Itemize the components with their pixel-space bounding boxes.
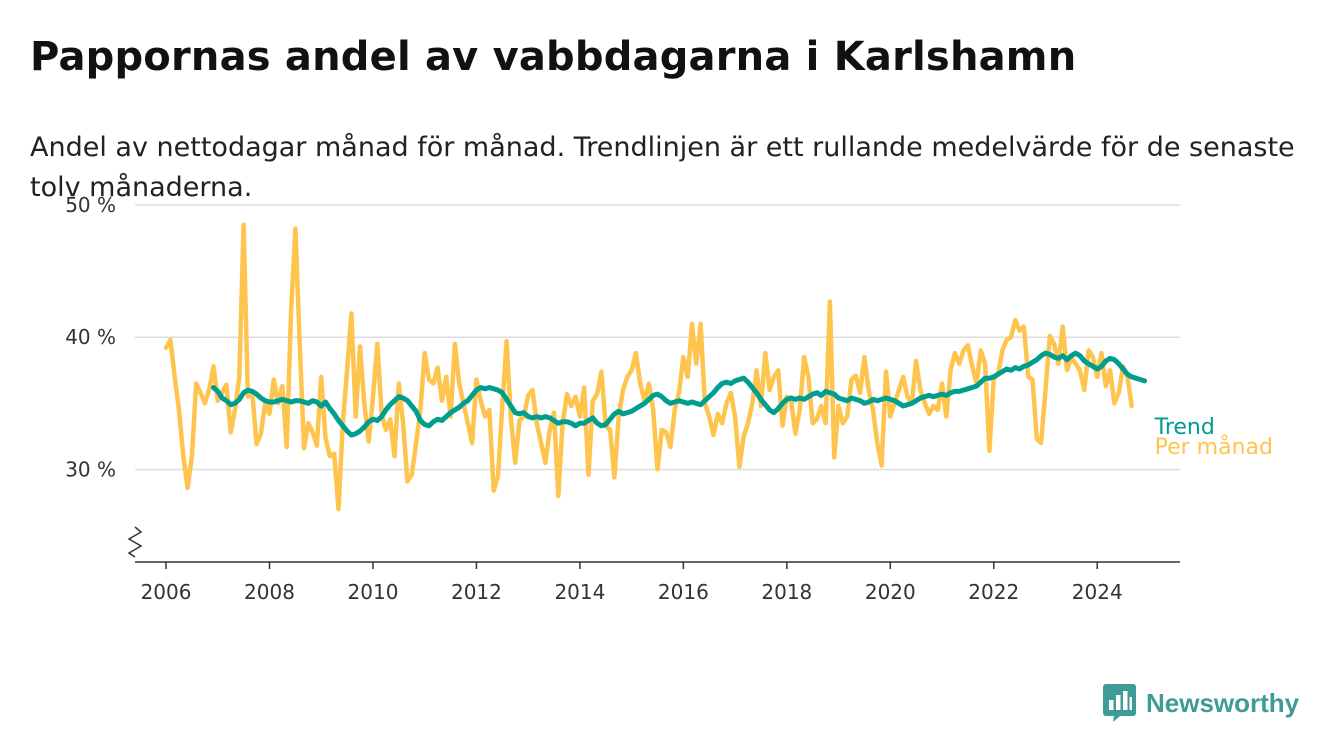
y-tick-label-30: 30 % bbox=[65, 457, 116, 481]
axis-break-icon bbox=[127, 526, 143, 558]
x-tick-label-2012: 2012 bbox=[451, 580, 502, 604]
chart-subtitle: Andel av nettodagar månad för månad. Tre… bbox=[30, 132, 1295, 203]
x-tick-label-2006: 2006 bbox=[141, 580, 192, 604]
series-line-trend bbox=[211, 350, 1148, 438]
chart-title: Pappornas andel av vabbdagarna i Karlsha… bbox=[30, 34, 1077, 80]
y-tick-label-40: 40 % bbox=[65, 325, 116, 349]
x-tick-label-2014: 2014 bbox=[554, 580, 605, 604]
x-tick-label-2018: 2018 bbox=[761, 580, 812, 604]
x-tick-label-2016: 2016 bbox=[658, 580, 709, 604]
x-tick-label-2022: 2022 bbox=[968, 580, 1019, 604]
x-tick-label-2024: 2024 bbox=[1072, 580, 1123, 604]
y-tick-label-50: 50 % bbox=[65, 193, 116, 217]
series-label-per-manad: Per månad bbox=[1155, 434, 1273, 460]
x-tick-label-2008: 2008 bbox=[244, 580, 295, 604]
x-tick-label-2020: 2020 bbox=[865, 580, 916, 604]
x-tick-label-2010: 2010 bbox=[348, 580, 399, 604]
newsworthy-logo-icon bbox=[1103, 684, 1136, 722]
brand-name: Newsworthy bbox=[1146, 687, 1300, 718]
series-label-trend: Trend bbox=[1154, 415, 1215, 440]
series-layer bbox=[163, 222, 1148, 512]
brand-logo: Newsworthy bbox=[1103, 683, 1299, 723]
axes: 50 % 40 % 30 % 2006 2008 2010 2012 2014 2016 2018… bbox=[65, 193, 1180, 604]
series-line-per-manad bbox=[163, 222, 1134, 512]
